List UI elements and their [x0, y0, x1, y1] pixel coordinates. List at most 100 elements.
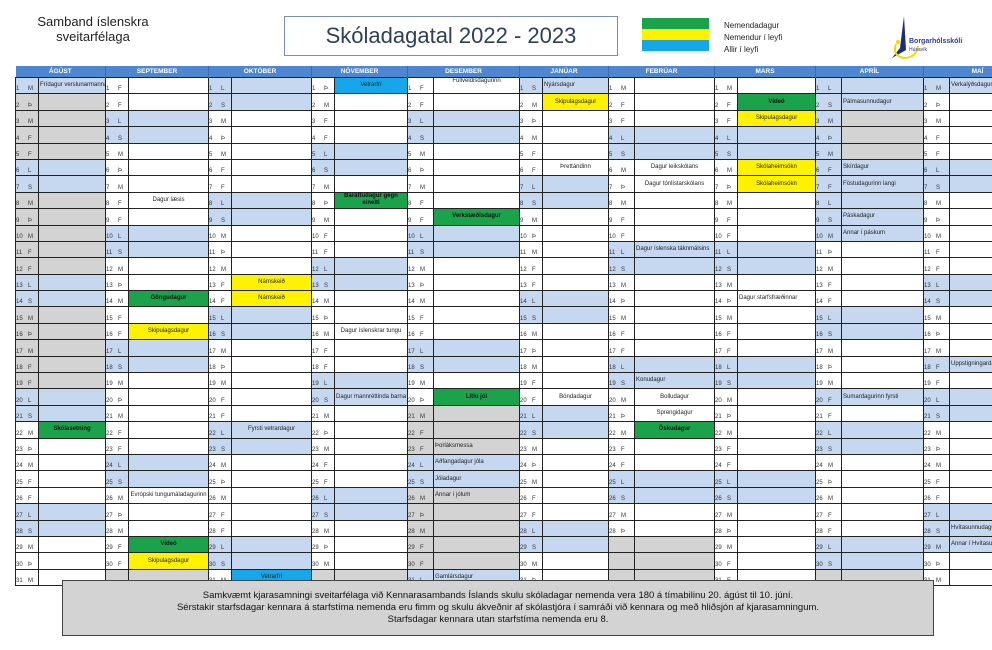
- legend-label: Allir í leyfi: [724, 45, 759, 54]
- day-number: 23: [715, 446, 722, 453]
- day-number: 29: [408, 545, 415, 552]
- day-number: 20: [924, 397, 931, 404]
- weekday-letter: L: [532, 528, 536, 535]
- weekday-letter: F: [420, 102, 424, 109]
- weekday-letter: M: [727, 545, 733, 552]
- weekday-letter: M: [936, 463, 942, 470]
- weekday-letter: S: [828, 217, 833, 224]
- date-cell: 30 Þ: [923, 552, 951, 570]
- day-number: 22: [924, 430, 931, 437]
- table-row: 24 M 24 L 24 M 24 F 24 L Aðfangadagur jóla 24 Þ 24 F 24…: [15, 453, 992, 472]
- event-cell: Öskudagur: [634, 421, 716, 439]
- day-number: 13: [520, 283, 527, 290]
- date-cell: 26 F: [923, 486, 951, 505]
- day-number: 25: [520, 479, 527, 486]
- day-number: 18: [609, 365, 616, 372]
- date-cell: 23 Þ: [15, 437, 39, 455]
- date-cell: 13 M: [714, 273, 739, 292]
- date-cell: 29 M: [714, 535, 739, 554]
- event-cell: [231, 355, 313, 374]
- weekday-letter: M: [936, 201, 942, 208]
- weekday-letter: Þ: [28, 217, 33, 224]
- day-number: 25: [209, 479, 216, 486]
- event-cell: [737, 552, 817, 570]
- event-cell: [949, 503, 992, 521]
- date-cell: 21 Þ: [608, 404, 636, 423]
- day-number: 29: [209, 545, 216, 552]
- event-cell: [737, 453, 817, 472]
- date-cell: 13 M: [608, 273, 636, 292]
- event-cell: [127, 273, 210, 292]
- day-number: 10: [106, 233, 113, 240]
- date-cell: 16 F: [407, 322, 435, 341]
- date-cell: 28 M: [105, 519, 129, 537]
- day-number: 9: [715, 217, 719, 224]
- day-number: 22: [816, 430, 823, 437]
- event-cell: Dagur íslenskrar tungu: [334, 322, 409, 341]
- date-cell: 18 Þ: [815, 355, 843, 374]
- table-row: 14 S 14 M Göngudagur 14 F Námskeið 14 M 14 M 14 L 14 Þ 1…: [15, 290, 992, 308]
- weekday-letter: M: [118, 299, 123, 306]
- weekday-letter: M: [828, 233, 834, 240]
- event-cell: Skipulagsdagur: [542, 93, 610, 111]
- day-number: 6: [209, 168, 213, 175]
- weekday-letter: L: [118, 348, 122, 355]
- weekday-letter: S: [532, 315, 537, 322]
- event-cell: [127, 453, 210, 472]
- weekday-letter: F: [28, 151, 32, 158]
- weekday-letter: Þ: [420, 397, 425, 404]
- weekday-letter: S: [324, 168, 329, 175]
- weekday-letter: Þ: [727, 414, 732, 421]
- day-number: 13: [609, 283, 616, 290]
- weekday-letter: F: [828, 397, 832, 404]
- day-number: 9: [520, 217, 524, 224]
- event-cell: [634, 273, 716, 292]
- event-cell: Annar í Hvítasunnu: [949, 535, 992, 554]
- event-cell: Dagur mannréttinda barna: [334, 388, 409, 406]
- day-number: 30: [312, 561, 319, 568]
- event-cell: [542, 453, 610, 472]
- event-cell: [231, 388, 313, 406]
- date-cell: 12 M: [407, 257, 435, 275]
- table-row: 19F19M19M19L19M19F19SKonudagur19S19M19F1…: [15, 372, 992, 390]
- event-cell: [542, 257, 610, 275]
- date-cell: 29 F: [105, 535, 129, 554]
- day-number: 26: [209, 496, 216, 503]
- event-cell: Skírdagur: [841, 158, 925, 177]
- day-number: 12: [924, 266, 931, 273]
- date-cell: 17 F: [311, 339, 336, 357]
- date-cell: 10 L: [407, 224, 435, 242]
- day-number: 1: [816, 86, 820, 93]
- event-cell: [231, 306, 313, 324]
- table-row: 13L13Þ13FNámskeið13S13Þ13F13M13M13F13L13…: [15, 273, 992, 292]
- weekday-letter: Þ: [727, 528, 732, 535]
- event-cell: [634, 257, 716, 275]
- weekday-letter: M: [324, 446, 330, 453]
- weekday-letter: F: [727, 348, 731, 355]
- weekday-letter: Þ: [420, 512, 425, 519]
- day-number: 10: [408, 233, 415, 240]
- day-number: 10: [312, 233, 319, 240]
- weekday-letter: F: [621, 119, 625, 126]
- month-header: MAÍ: [923, 66, 992, 78]
- day-number: 28: [209, 528, 216, 535]
- event-cell: [231, 535, 313, 554]
- day-number: 26: [816, 496, 823, 503]
- day-number: 5: [408, 151, 412, 158]
- event-cell: Hvítasunnudagur: [949, 519, 992, 537]
- table-row: 22 M Skólasetning 22 F 22 L Fyrsti vetrardagur 2…: [15, 421, 992, 439]
- weekday-letter: Þ: [936, 561, 941, 568]
- event-cell: [841, 552, 925, 570]
- date-cell: 26 S: [714, 486, 739, 505]
- date-cell: 16 F: [714, 322, 739, 341]
- weekday-letter: Þ: [621, 184, 626, 191]
- date-cell: 16 S: [815, 322, 843, 341]
- day-number: 21: [520, 414, 527, 421]
